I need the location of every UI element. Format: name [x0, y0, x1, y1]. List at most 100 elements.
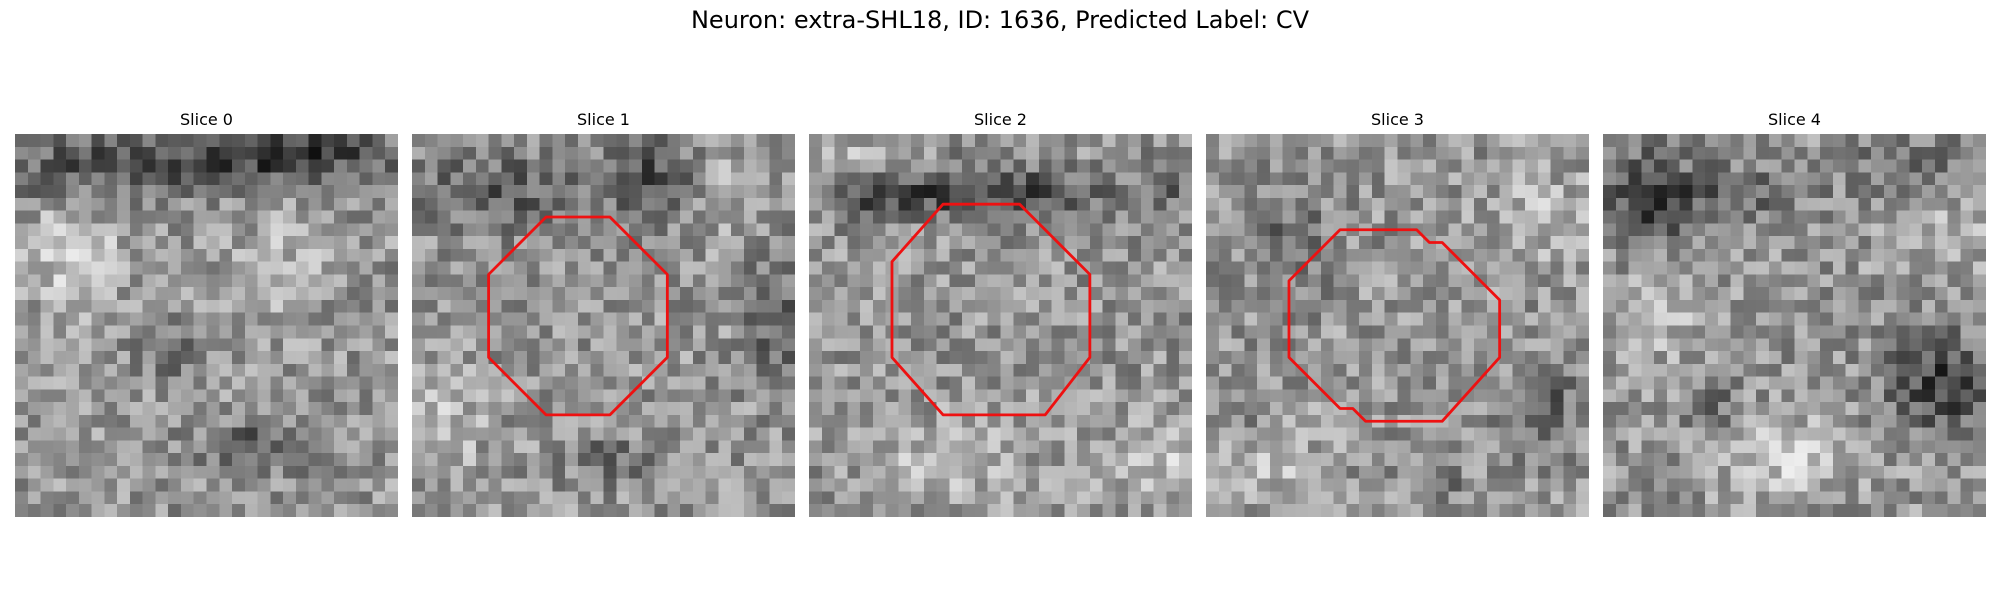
pixel: [1371, 402, 1385, 416]
pixel: [15, 223, 29, 237]
pixel: [1705, 312, 1719, 326]
pixel: [1140, 338, 1154, 352]
pixel: [1206, 440, 1220, 454]
pixel: [321, 299, 335, 313]
pixel: [1756, 414, 1770, 428]
pixel: [565, 172, 579, 186]
pixel: [872, 465, 886, 479]
pixel: [27, 172, 41, 186]
pixel: [1231, 261, 1245, 275]
pixel: [1679, 325, 1693, 339]
pixel: [936, 338, 950, 352]
pixel: [15, 172, 29, 186]
pixel: [1628, 185, 1642, 199]
pixel: [962, 465, 976, 479]
pixel: [359, 261, 373, 275]
pixel: [346, 440, 360, 454]
pixel: [1654, 236, 1668, 250]
pixel: [821, 134, 835, 148]
pixel: [552, 465, 566, 479]
pixel: [1282, 185, 1296, 199]
pixel: [1641, 427, 1655, 441]
pixel: [1282, 465, 1296, 479]
pixel: [1832, 402, 1846, 416]
pixel: [1140, 402, 1154, 416]
pixel: [1038, 159, 1052, 173]
pixel: [1692, 274, 1706, 288]
pixel: [180, 478, 194, 492]
pixel: [1871, 210, 1885, 224]
pixel: [1346, 478, 1360, 492]
pixel: [1858, 440, 1872, 454]
pixel: [1896, 134, 1910, 148]
pixel: [565, 197, 579, 211]
pixel: [193, 504, 207, 517]
pixel: [1346, 210, 1360, 224]
pixel: [1615, 274, 1629, 288]
pixel: [359, 325, 373, 339]
pixel: [1832, 389, 1846, 403]
pixel: [860, 363, 874, 377]
pixel: [898, 261, 912, 275]
pixel: [129, 185, 143, 199]
pixel: [1244, 389, 1258, 403]
pixel: [1206, 453, 1220, 467]
pixel: [1820, 197, 1834, 211]
pixel: [1461, 491, 1475, 505]
pixel: [1947, 440, 1961, 454]
pixel: [244, 172, 258, 186]
pixel: [117, 465, 131, 479]
pixel: [1603, 274, 1617, 288]
pixel: [1064, 389, 1078, 403]
pixel: [577, 414, 591, 428]
pixel: [1730, 159, 1744, 173]
pixel: [27, 274, 41, 288]
pixel: [1934, 453, 1948, 467]
pixel: [552, 146, 566, 160]
pixel: [1692, 440, 1706, 454]
pixel: [346, 363, 360, 377]
pixel: [104, 261, 118, 275]
pixel: [769, 287, 783, 301]
pixel: [488, 210, 502, 224]
pixel: [1282, 376, 1296, 390]
pixel: [1960, 325, 1974, 339]
pixel: [1486, 338, 1500, 352]
pixel: [346, 389, 360, 403]
pixel: [1781, 312, 1795, 326]
pixel: [1705, 389, 1719, 403]
pixel: [1576, 223, 1589, 237]
pixel: [117, 197, 131, 211]
pixel: [1692, 299, 1706, 313]
pixel: [1038, 248, 1052, 262]
pixel: [809, 274, 823, 288]
pixel: [501, 223, 515, 237]
pixel: [911, 325, 925, 339]
pixel: [923, 491, 937, 505]
pixel: [860, 465, 874, 479]
pixel: [641, 159, 655, 173]
pixel: [1244, 223, 1258, 237]
pixel: [1013, 172, 1027, 186]
pixel: [385, 223, 398, 237]
pixel: [129, 453, 143, 467]
pixel: [1153, 159, 1167, 173]
pixel: [1666, 287, 1680, 301]
pixel: [1384, 351, 1398, 365]
pixel: [501, 440, 515, 454]
pixel: [193, 414, 207, 428]
pixel: [104, 325, 118, 339]
pixel: [142, 197, 156, 211]
pixel: [372, 248, 386, 262]
pixel: [257, 287, 271, 301]
pixel: [756, 210, 770, 224]
pixel: [1512, 197, 1526, 211]
pixel: [359, 389, 373, 403]
pixel: [488, 389, 502, 403]
pixel: [1743, 414, 1757, 428]
pixel: [334, 312, 348, 326]
pixel: [1858, 210, 1872, 224]
pixel: [1218, 338, 1232, 352]
pixel: [27, 402, 41, 416]
pixel: [1794, 478, 1808, 492]
